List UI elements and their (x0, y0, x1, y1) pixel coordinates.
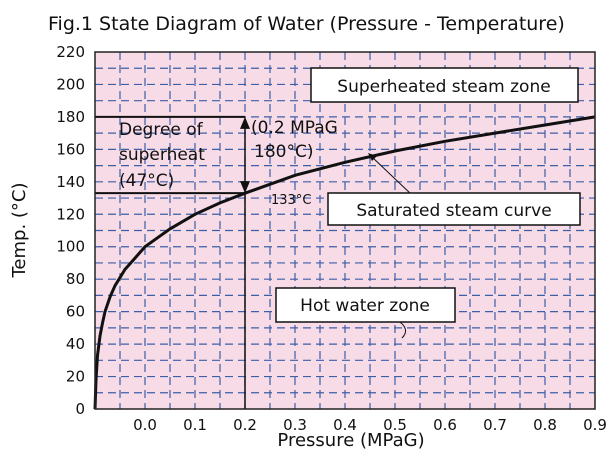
saturated-curve-label: Saturated steam curve (356, 201, 551, 221)
y-tick-label: 60 (66, 303, 85, 321)
y-tick-label: 120 (56, 205, 85, 223)
y-tick-label: 160 (56, 140, 85, 158)
arrow-up-head (240, 116, 250, 129)
x-axis-label: Pressure (MPaG) (277, 430, 424, 451)
x-tick-label: 0.5 (383, 416, 407, 434)
sat-curve-leader (371, 156, 413, 196)
x-tick-label: 0.1 (183, 416, 207, 434)
x-tick-label: 0.3 (283, 416, 307, 434)
chart-title: Fig.1 State Diagram of Water (Pressure -… (48, 13, 565, 35)
degree-superheat-line3: (47°C) (119, 171, 174, 191)
x-tick-label: 0.4 (333, 416, 357, 434)
y-axis-label: Temp. (°C) (9, 182, 30, 278)
degree-superheat-line2: superheat (119, 145, 205, 165)
y-tick-label: 200 (56, 75, 85, 93)
y-tick-label: 40 (66, 335, 85, 353)
x-tick-label: 0.7 (483, 416, 507, 434)
saturated-steam-curve-line (93, 115, 596, 410)
superheated-zone-box (310, 67, 579, 103)
x-tick-label: 0.0 (133, 416, 157, 434)
hot-water-zone-box (275, 287, 456, 323)
y-tick-labels: 0 20 40 60 80 100 120 140 160 180 200 220 (56, 43, 85, 418)
x-tick-label: 0.6 (433, 416, 457, 434)
saturated-curve-box (327, 192, 581, 226)
saturation-temp-label: 133°C (271, 193, 311, 208)
y-tick-label: 100 (56, 238, 85, 256)
degree-superheat-line1: Degree of (119, 120, 204, 140)
hot-water-zone-label: Hot water zone (300, 296, 430, 316)
x-tick-label: 0.8 (533, 416, 557, 434)
point-label-line2: 180°C) (254, 142, 313, 162)
annotation-lines (95, 115, 413, 409)
x-tick-label: 0.2 (233, 416, 257, 434)
x-tick-labels: 0.0 0.1 0.2 0.3 0.4 0.5 0.6 0.7 0.8 0.9 (133, 416, 607, 434)
plot-border (94, 51, 596, 410)
point-label-line1: (0.2 MPaG (251, 118, 338, 138)
y-tick-label: 20 (66, 368, 85, 386)
y-tick-label: 180 (56, 108, 85, 126)
hot-water-leader (399, 321, 406, 339)
superheated-zone-label: Superheated steam zone (337, 77, 550, 97)
y-tick-label: 140 (56, 173, 85, 191)
x-tick-label: 0.9 (583, 416, 607, 434)
y-tick-label: 80 (66, 270, 85, 288)
y-tick-label: 0 (75, 400, 85, 418)
arrow-down-head (240, 181, 250, 194)
y-tick-label: 220 (56, 43, 85, 61)
